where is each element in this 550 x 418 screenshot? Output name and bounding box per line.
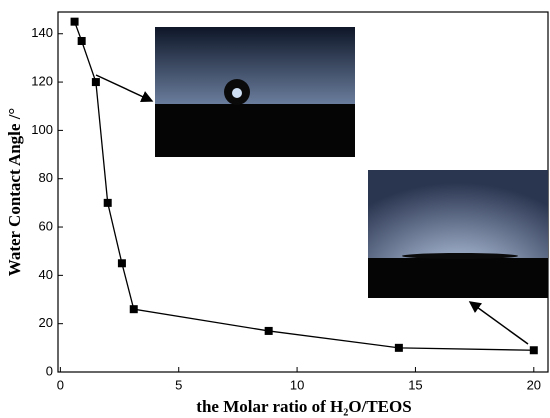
y-tick-label: 0 [46,363,53,378]
x-tick-label: 0 [57,377,64,392]
data-point [77,36,86,45]
data-point [529,346,538,355]
data-point [117,259,126,268]
x-tick-label: 10 [290,377,304,392]
y-tick-label: 80 [39,170,53,185]
y-tick-label: 120 [31,74,53,89]
data-point [394,343,403,352]
data-point [70,17,79,26]
inset-image [155,27,355,157]
y-axis-title: Water Contact Angle /° [5,108,24,276]
x-tick-label: 15 [408,377,422,392]
y-tick-label: 100 [31,122,53,137]
y-tick-label: 60 [39,218,53,233]
x-tick-label: 5 [175,377,182,392]
x-tick-label: 20 [527,377,541,392]
data-point [91,78,100,87]
y-tick-label: 140 [31,25,53,40]
arrow [468,301,529,345]
inset-image [368,170,548,298]
y-tick-label: 40 [39,267,53,282]
y-tick-label: 20 [39,315,53,330]
data-point [103,198,112,207]
data-point [264,326,273,335]
x-axis-title: the Molar ratio of H₂O/TEOS [196,397,411,416]
data-point [129,305,138,314]
arrow [95,74,154,103]
